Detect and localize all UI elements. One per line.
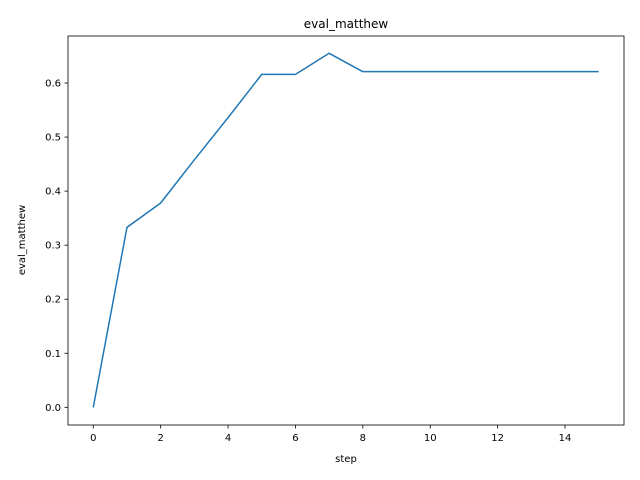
axes-frame bbox=[67, 35, 625, 426]
x-tick-label: 6 bbox=[292, 433, 298, 444]
y-tick-label: 0.5 bbox=[45, 133, 61, 144]
chart-title: eval_matthew bbox=[304, 17, 389, 31]
y-axis: 0.0 0.1 0.2 0.3 0.4 0.5 0.6 bbox=[45, 79, 68, 414]
y-tick-label: 0.6 bbox=[45, 79, 61, 90]
y-tick-label: 0.3 bbox=[45, 241, 61, 252]
x-axis-label: step bbox=[335, 454, 357, 465]
x-tick-label: 2 bbox=[157, 433, 163, 444]
x-tick-label: 14 bbox=[559, 433, 572, 444]
y-tick-label: 0.4 bbox=[45, 187, 61, 198]
y-tick-label: 0.2 bbox=[45, 295, 61, 306]
y-axis-label: eval_matthew bbox=[17, 205, 28, 275]
plot-area bbox=[92, 52, 599, 408]
x-tick-label: 8 bbox=[360, 433, 366, 444]
x-tick-label: 10 bbox=[424, 433, 437, 444]
x-tick-label: 4 bbox=[225, 433, 231, 444]
x-axis: 0 2 4 6 8 10 12 14 bbox=[90, 425, 571, 444]
series-line bbox=[92, 52, 599, 408]
x-tick-label: 12 bbox=[491, 433, 504, 444]
x-tick-label: 0 bbox=[90, 433, 96, 444]
y-tick-label: 0.0 bbox=[45, 403, 61, 414]
y-tick-label: 0.1 bbox=[45, 349, 61, 360]
